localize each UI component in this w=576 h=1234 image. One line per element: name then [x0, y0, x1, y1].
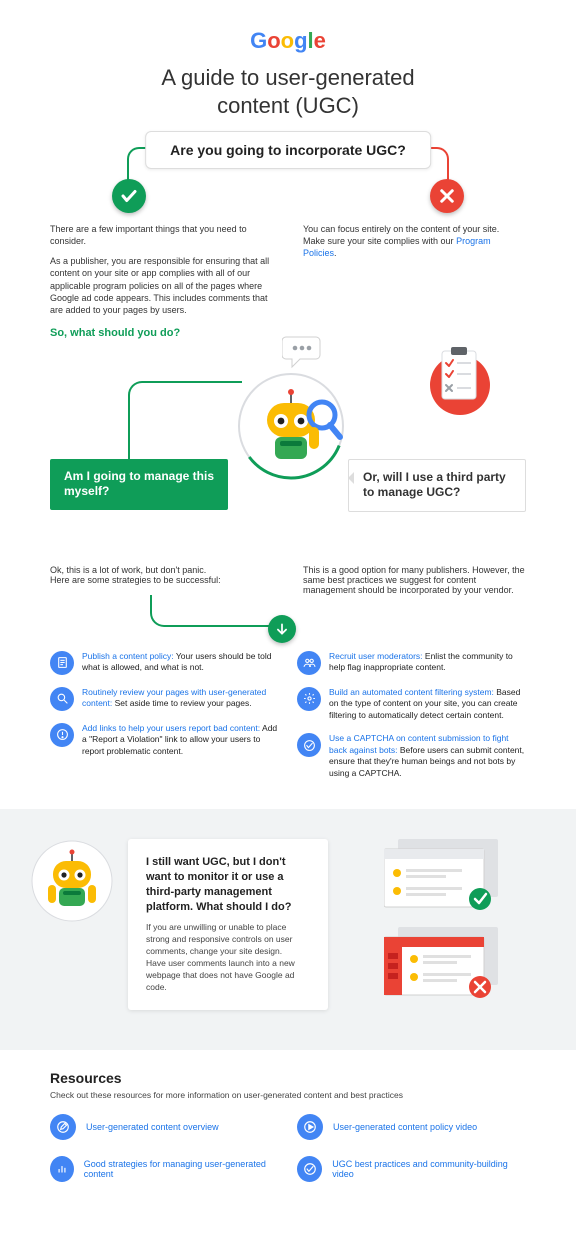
robot-icon-small: [30, 839, 114, 928]
resources-sub: Check out these resources for more infor…: [50, 1090, 526, 1100]
speech-bubble-icon: [282, 335, 322, 374]
tip-report-links: Add links to help your users report bad …: [50, 723, 279, 757]
yes-column: There are a few important things that yo…: [50, 223, 273, 341]
resource-label: User-generated content overview: [86, 1122, 219, 1132]
close-icon: [430, 179, 464, 213]
resource-link-overview[interactable]: User-generated content overview: [50, 1114, 279, 1140]
site-mockups: [342, 839, 546, 999]
resource-link-best-practices-video[interactable]: UGC best practices and community-buildin…: [297, 1156, 526, 1182]
search-icon: [50, 687, 74, 711]
bars-icon: [50, 1156, 74, 1182]
no-intro: You can focus entirely on the content of…: [303, 223, 526, 235]
tips-left: Publish a content policy: Your users sho…: [50, 651, 279, 791]
mockup-good-icon: [384, 839, 504, 911]
check-icon: [297, 1156, 322, 1182]
no-column: You can focus entirely on the content of…: [303, 223, 526, 341]
resource-label: Good strategies for managing user-genera…: [84, 1159, 279, 1179]
play-icon: [297, 1114, 323, 1140]
branch-columns: There are a few important things that yo…: [0, 217, 576, 341]
resource-label: User-generated content policy video: [333, 1122, 477, 1132]
page-root: Google A guide to user-generated content…: [0, 0, 576, 1234]
document-icon: [50, 651, 74, 675]
no-body: Make sure your site complies with our Pr…: [303, 235, 526, 259]
arrow-down-connector: [0, 595, 576, 645]
pencil-icon: [50, 1114, 76, 1140]
resources-section: Resources Check out these resources for …: [0, 1050, 576, 1234]
clipboard-icon: [418, 341, 490, 428]
no-body-prefix: Make sure your site complies with our: [303, 236, 456, 246]
mockup-bad-icon: [384, 927, 504, 999]
tip-title: Build an automated content filtering sys…: [329, 687, 494, 697]
alternative-section: I still want UGC, but I don't want to mo…: [0, 809, 576, 1050]
connector-q2a: [128, 381, 242, 461]
q2b-followup: This is a good option for many publisher…: [303, 565, 526, 595]
q1-box: Are you going to incorporate UGC?: [145, 131, 431, 169]
resource-link-policy-video[interactable]: User-generated content policy video: [297, 1114, 526, 1140]
resource-label: UGC best practices and community-buildin…: [332, 1159, 526, 1179]
alert-icon: [50, 723, 74, 747]
yes-body: As a publisher, you are responsible for …: [50, 255, 273, 316]
q2-third-party: Or, will I use a third party to manage U…: [348, 459, 526, 512]
q2a-followup: Ok, this is a lot of work, but don't pan…: [50, 565, 273, 595]
alt-answer-2: Have user comments launch into a new web…: [146, 958, 310, 994]
tip-moderators: Recruit user moderators: Enlist the comm…: [297, 651, 526, 675]
users-icon: [297, 651, 321, 675]
robot-icon: [236, 371, 346, 486]
resources-heading: Resources: [50, 1070, 526, 1086]
alt-answer-1: If you are unwilling or unable to place …: [146, 922, 310, 958]
resources-right: User-generated content policy video UGC …: [297, 1114, 526, 1198]
tip-title: Publish a content policy:: [82, 651, 174, 661]
resources-left: User-generated content overview Good str…: [50, 1114, 279, 1198]
no-body-suffix: .: [334, 248, 337, 258]
check-circle-icon: [297, 733, 321, 757]
check-icon: [112, 179, 146, 213]
tip-title: Recruit user moderators:: [329, 651, 423, 661]
page-title: A guide to user-generated content (UGC): [0, 64, 576, 119]
yes-subhead: So, what should you do?: [50, 326, 273, 341]
alternative-bubble: I still want UGC, but I don't want to mo…: [128, 839, 328, 1010]
alt-question: I still want UGC, but I don't want to mo…: [146, 855, 310, 914]
yes-intro: There are a few important things that yo…: [50, 223, 273, 247]
resource-link-strategies[interactable]: Good strategies for managing user-genera…: [50, 1156, 279, 1182]
gear-icon: [297, 687, 321, 711]
q2-followups: Ok, this is a lot of work, but don't pan…: [0, 561, 576, 595]
q2a-line1: Ok, this is a lot of work, but don't pan…: [50, 565, 273, 575]
decision-q1: Are you going to incorporate UGC?: [0, 127, 576, 217]
header: Google: [0, 0, 576, 64]
tip-publish-policy: Publish a content policy: Your users sho…: [50, 651, 279, 675]
tip-filtering: Build an automated content filtering sys…: [297, 687, 526, 721]
mid-zone: Am I going to manage this myself? Or, wi…: [0, 341, 576, 561]
tips-right: Recruit user moderators: Enlist the comm…: [297, 651, 526, 791]
arrow-down-icon: [268, 615, 296, 643]
tip-body: Set aside time to review your pages.: [112, 698, 251, 708]
q2-self-manage: Am I going to manage this myself?: [50, 459, 228, 510]
google-logo: Google: [0, 28, 576, 54]
tip-review-pages: Routinely review your pages with user-ge…: [50, 687, 279, 711]
q2a-line2: Here are some strategies to be successfu…: [50, 575, 273, 585]
tip-captcha: Use a CAPTCHA on content submission to f…: [297, 733, 526, 779]
tips-grid: Publish a content policy: Your users sho…: [0, 645, 576, 809]
tip-title: Add links to help your users report bad …: [82, 723, 260, 733]
